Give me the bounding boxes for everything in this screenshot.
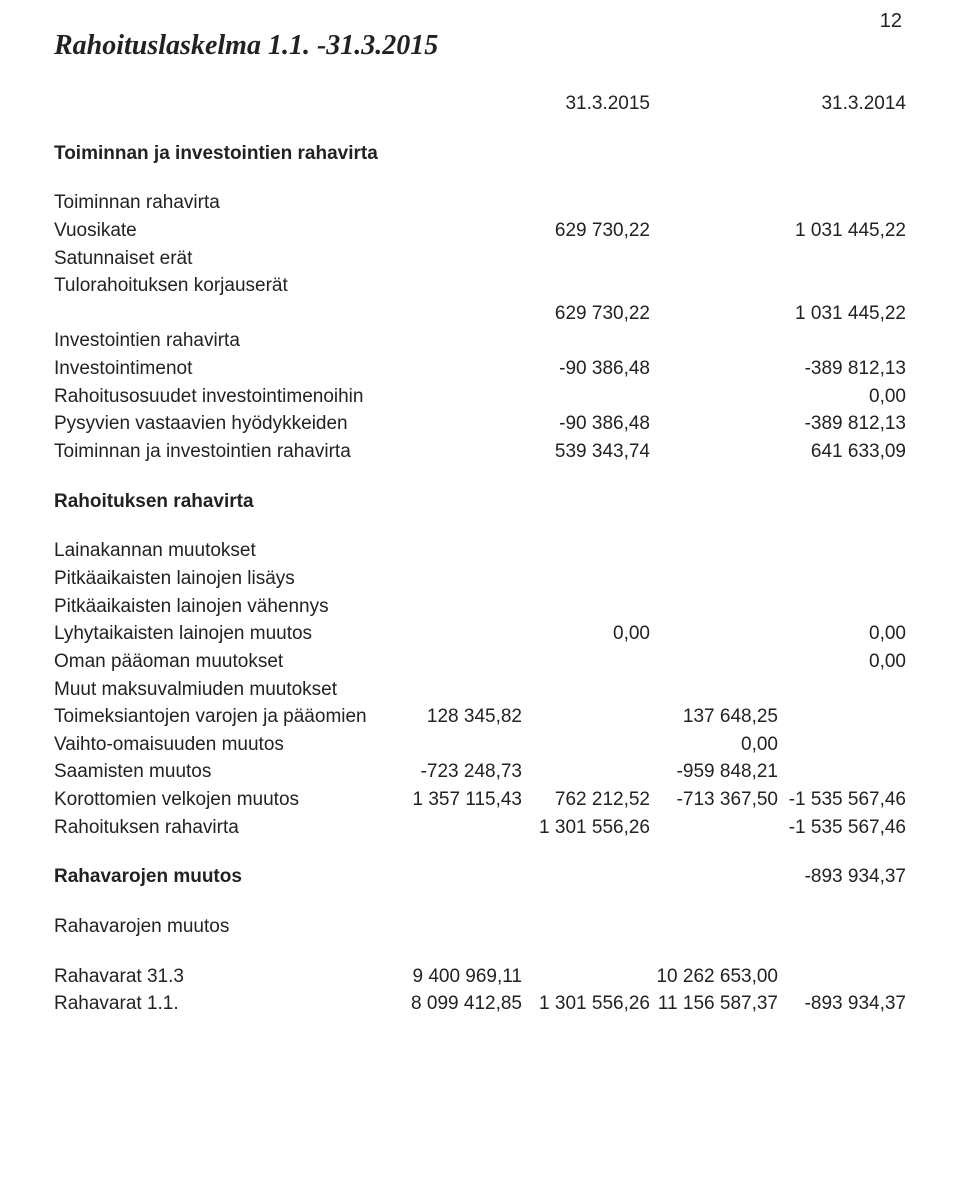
vuosikate-2014: 1 031 445,22	[778, 217, 906, 245]
section2-header: Rahoituksen rahavirta	[54, 488, 906, 516]
rahavarat-313-c3: 10 262 653,00	[650, 963, 778, 991]
lyhyt-muutos-label: Lyhytaikaisten lainojen muutos	[54, 620, 394, 648]
table-row: Vuosikate 629 730,22 1 031 445,22	[54, 217, 906, 245]
investointien-rahavirta-label: Investointien rahavirta	[54, 327, 394, 355]
rahavarojen-muutos-sub-label: Rahavarojen muutos	[54, 913, 394, 941]
subheader-row: Muut maksuvalmiuden muutokset	[54, 676, 906, 704]
lyhyt-muutos-2015: 0,00	[522, 620, 650, 648]
subheader-row: Lainakannan muutokset	[54, 537, 906, 565]
column-header-row: 31.3.2015 31.3.2014	[54, 90, 906, 118]
satunnaiset-label: Satunnaiset erät	[54, 245, 394, 273]
section-header-row: Rahoituksen rahavirta	[54, 488, 906, 516]
pysyvien-2014: -389 812,13	[778, 410, 906, 438]
pysyvien-2015: -90 386,48	[522, 410, 650, 438]
investointimenot-2014: -389 812,13	[778, 355, 906, 383]
rahavarat-11-label: Rahavarat 1.1.	[54, 990, 394, 1018]
oman-paaoma-label: Oman pääoman muutokset	[54, 648, 394, 676]
saamisten-label: Saamisten muutos	[54, 758, 394, 786]
toiminnan-rahavirta-label: Toiminnan rahavirta	[54, 189, 394, 217]
rahoituksen-rahavirta-2015: 1 301 556,26	[522, 814, 650, 842]
rahavarat-11-c2: 1 301 556,26	[522, 990, 650, 1018]
table-row: Pitkäaikaisten lainojen lisäys	[54, 565, 906, 593]
rahavarat-11-c4: -893 934,37	[778, 990, 906, 1018]
table-row: Oman pääoman muutokset 0,00	[54, 648, 906, 676]
toiminnan-ja-inv-2014: 641 633,09	[778, 438, 906, 466]
saamisten-c1: -723 248,73	[394, 758, 522, 786]
subheader-row: Investointien rahavirta	[54, 327, 906, 355]
lainakannan-label: Lainakannan muutokset	[54, 537, 394, 565]
investointimenot-label: Investointimenot	[54, 355, 394, 383]
table-row: Toiminnan ja investointien rahavirta 539…	[54, 438, 906, 466]
table-row: Investointimenot -90 386,48 -389 812,13	[54, 355, 906, 383]
table-row: Rahavarat 1.1. 8 099 412,85 1 301 556,26…	[54, 990, 906, 1018]
pysyvien-label: Pysyvien vastaavien hyödykkeiden	[54, 410, 394, 438]
table-row: Satunnaiset erät	[54, 245, 906, 273]
page-number: 12	[880, 10, 902, 33]
lyhyt-muutos-2014: 0,00	[778, 620, 906, 648]
table-row: Pysyvien vastaavien hyödykkeiden -90 386…	[54, 410, 906, 438]
muut-maksuvalm-label: Muut maksuvalmiuden muutokset	[54, 676, 394, 704]
rahoituksen-rahavirta-label: Rahoituksen rahavirta	[54, 814, 394, 842]
cashflow-table: 31.3.2015 31.3.2014 Toiminnan ja investo…	[54, 90, 906, 1018]
page-title: Rahoituslaskelma 1.1. -31.3.2015	[54, 30, 900, 62]
table-row: Rahavarojen muutos -893 934,37	[54, 863, 906, 891]
rahavarojen-muutos-value: -893 934,37	[778, 863, 906, 891]
vaihto-label: Vaihto-omaisuuden muutos	[54, 731, 394, 759]
toimeksiant-c1: 128 345,82	[394, 703, 522, 731]
table-row: Korottomien velkojen muutos 1 357 115,43…	[54, 786, 906, 814]
toiminnan-ja-inv-label: Toiminnan ja investointien rahavirta	[54, 438, 394, 466]
table-row: Rahavarat 31.3 9 400 969,11 10 262 653,0…	[54, 963, 906, 991]
table-row: Lyhytaikaisten lainojen muutos 0,00 0,00	[54, 620, 906, 648]
table-row: Rahoitusosuudet investointimenoihin 0,00	[54, 383, 906, 411]
saamisten-c3: -959 848,21	[650, 758, 778, 786]
toiminnan-ja-inv-2015: 539 343,74	[522, 438, 650, 466]
korottomien-c1: 1 357 115,43	[394, 786, 522, 814]
korottomien-label: Korottomien velkojen muutos	[54, 786, 394, 814]
table-row: Vaihto-omaisuuden muutos 0,00	[54, 731, 906, 759]
table-row: 629 730,22 1 031 445,22	[54, 300, 906, 328]
toimeksiant-c3: 137 648,25	[650, 703, 778, 731]
korottomien-c2: 762 212,52	[522, 786, 650, 814]
table-row: Saamisten muutos -723 248,73 -959 848,21	[54, 758, 906, 786]
section1-header: Toiminnan ja investointien rahavirta	[54, 140, 906, 168]
table-row: Tulorahoituksen korjauserät	[54, 272, 906, 300]
pitka-vahennys-label: Pitkäaikaisten lainojen vähennys	[54, 593, 394, 621]
table-row: Rahoituksen rahavirta 1 301 556,26 -1 53…	[54, 814, 906, 842]
rahoituksen-rahavirta-2014: -1 535 567,46	[778, 814, 906, 842]
table-row: Toimeksiantojen varojen ja pääomien 128 …	[54, 703, 906, 731]
rahavarat-11-c3: 11 156 587,37	[650, 990, 778, 1018]
subheader-row: Rahavarojen muutos	[54, 913, 906, 941]
rahoitusosuudet-2014: 0,00	[778, 383, 906, 411]
rahavarat-11-c1: 8 099 412,85	[394, 990, 522, 1018]
korottomien-c3: -713 367,50	[650, 786, 778, 814]
col-header-2014: 31.3.2014	[778, 90, 906, 118]
sum1-2015: 629 730,22	[522, 300, 650, 328]
pitka-lisays-label: Pitkäaikaisten lainojen lisäys	[54, 565, 394, 593]
toimeksiant-label: Toimeksiantojen varojen ja pääomien	[54, 703, 394, 731]
rahoitusosuudet-label: Rahoitusosuudet investointimenoihin	[54, 383, 394, 411]
subheader-row: Toiminnan rahavirta	[54, 189, 906, 217]
vuosikate-label: Vuosikate	[54, 217, 394, 245]
rahavarat-313-c1: 9 400 969,11	[394, 963, 522, 991]
oman-paaoma-2014: 0,00	[778, 648, 906, 676]
korottomien-c4: -1 535 567,46	[778, 786, 906, 814]
rahavarat-313-label: Rahavarat 31.3	[54, 963, 394, 991]
tulorahoituksen-label: Tulorahoituksen korjauserät	[54, 272, 394, 300]
sum1-2014: 1 031 445,22	[778, 300, 906, 328]
rahavarojen-muutos-header-label: Rahavarojen muutos	[54, 863, 394, 891]
vuosikate-2015: 629 730,22	[522, 217, 650, 245]
section-header-row: Toiminnan ja investointien rahavirta	[54, 140, 906, 168]
vaihto-c3: 0,00	[650, 731, 778, 759]
investointimenot-2015: -90 386,48	[522, 355, 650, 383]
table-row: Pitkäaikaisten lainojen vähennys	[54, 593, 906, 621]
col-header-2015: 31.3.2015	[522, 90, 650, 118]
